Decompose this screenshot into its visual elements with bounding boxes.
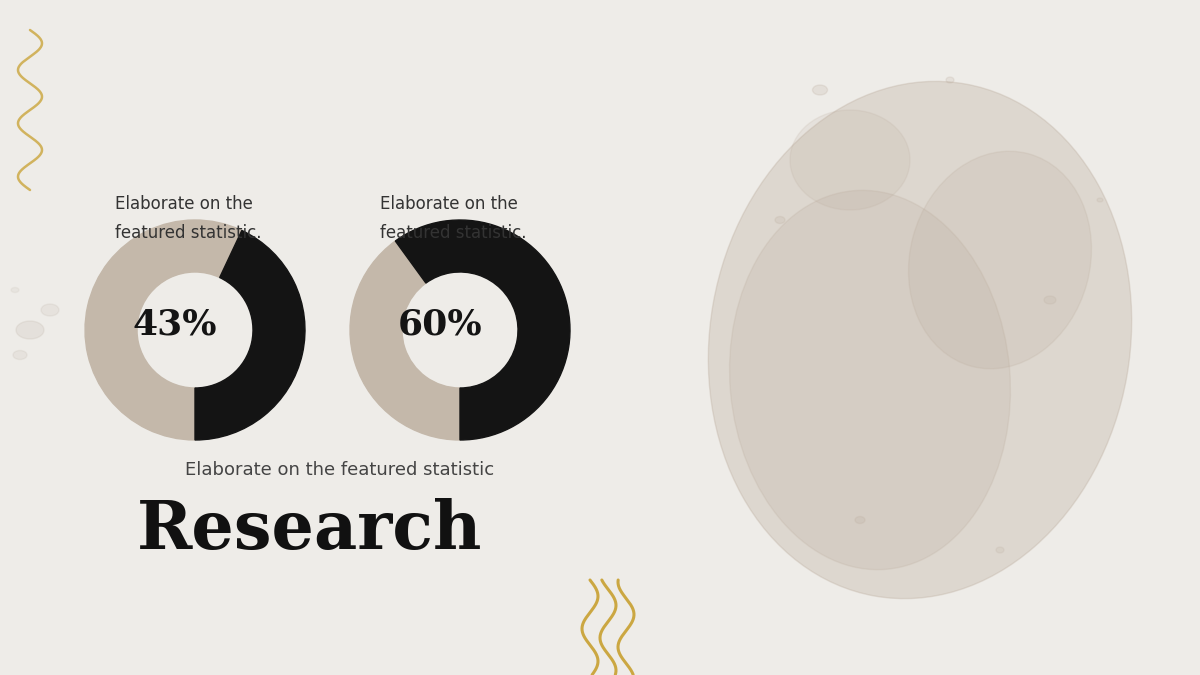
Text: Elaborate on the
featured statistic.: Elaborate on the featured statistic. bbox=[380, 195, 527, 242]
Ellipse shape bbox=[908, 151, 1092, 369]
Ellipse shape bbox=[16, 321, 44, 339]
Ellipse shape bbox=[708, 82, 1132, 599]
Text: 43%: 43% bbox=[133, 308, 217, 342]
Ellipse shape bbox=[946, 77, 954, 83]
Ellipse shape bbox=[996, 547, 1004, 553]
Text: Elaborate on the featured statistic: Elaborate on the featured statistic bbox=[186, 461, 494, 479]
Ellipse shape bbox=[775, 217, 785, 223]
Text: Research: Research bbox=[137, 497, 482, 562]
Wedge shape bbox=[350, 241, 460, 440]
Ellipse shape bbox=[812, 85, 828, 95]
Ellipse shape bbox=[41, 304, 59, 316]
Wedge shape bbox=[395, 220, 570, 440]
Ellipse shape bbox=[1044, 296, 1056, 304]
Ellipse shape bbox=[790, 110, 910, 210]
Ellipse shape bbox=[854, 516, 865, 524]
Wedge shape bbox=[194, 230, 305, 440]
Wedge shape bbox=[85, 220, 242, 440]
Ellipse shape bbox=[13, 350, 28, 360]
Ellipse shape bbox=[1097, 198, 1103, 202]
Text: 60%: 60% bbox=[398, 308, 482, 342]
Ellipse shape bbox=[730, 190, 1010, 570]
Ellipse shape bbox=[11, 288, 19, 292]
Text: Elaborate on the
featured statistic.: Elaborate on the featured statistic. bbox=[115, 195, 262, 242]
